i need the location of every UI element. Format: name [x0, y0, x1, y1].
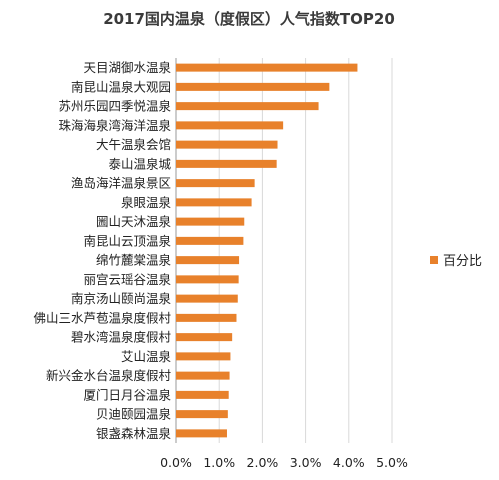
category-label: 天目湖御水温泉: [83, 60, 171, 75]
legend-swatch: [430, 256, 438, 264]
category-label: 绵竹麓棠温泉: [96, 253, 172, 268]
category-label: 珠海海泉湾海洋温泉: [58, 118, 171, 133]
category-label: 南昆山温泉大观园: [71, 79, 171, 94]
legend: 百分比: [430, 254, 482, 269]
category-label: 艾山温泉: [121, 349, 172, 364]
x-tick-label: 5.0%: [376, 455, 408, 470]
bar: [176, 198, 252, 207]
category-labels: 天目湖御水温泉南昆山温泉大观园苏州乐园四季悦温泉珠海海泉湾海洋温泉大午温泉会馆泰…: [33, 60, 171, 441]
category-label: 南京汤山颐尚温泉: [71, 291, 172, 306]
bar: [176, 275, 239, 284]
category-label: 银盏森林温泉: [96, 426, 172, 441]
category-label: 碧水湾温泉度假村: [71, 330, 172, 345]
category-label: 南昆山云顶温泉: [83, 233, 171, 248]
x-tick-label: 1.0%: [203, 455, 235, 470]
bar: [176, 140, 278, 149]
x-tick-label: 2.0%: [247, 455, 279, 470]
bar: [176, 371, 230, 380]
bar: [176, 82, 330, 91]
bar: [176, 333, 233, 342]
bar: [176, 294, 238, 303]
category-label: 大午温泉会馆: [96, 137, 171, 152]
category-label: 贝迪颐园温泉: [96, 407, 172, 422]
bar: [176, 217, 245, 226]
bar: [176, 236, 244, 245]
chart-title: 2017国内温泉（度假区）人气指数TOP20: [103, 10, 395, 28]
bar: [176, 63, 358, 72]
bar: [176, 121, 284, 130]
category-label: 厦门日月谷温泉: [83, 387, 171, 402]
x-tick-label: 3.0%: [290, 455, 322, 470]
bar: [176, 102, 319, 111]
bar: [176, 159, 277, 168]
category-label: 圌山天沐温泉: [96, 214, 172, 229]
bar: [176, 352, 231, 361]
category-label: 泉眼温泉: [121, 195, 172, 210]
x-tick-label: 0.0%: [160, 455, 192, 470]
category-label: 新兴金水台温泉度假村: [46, 368, 172, 383]
x-tick-label: 4.0%: [333, 455, 365, 470]
category-label: 泰山温泉城: [108, 156, 171, 171]
legend-label: 百分比: [443, 254, 482, 269]
bar: [176, 313, 237, 322]
x-tick-labels: 0.0% 1.0% 2.0% 3.0% 4.0% 5.0%: [160, 455, 408, 470]
bar: [176, 179, 255, 188]
category-label: 渔岛海洋温泉景区: [71, 176, 171, 191]
bars: [176, 63, 358, 438]
bar: [176, 410, 228, 419]
bar: [176, 429, 227, 438]
category-label: 丽宫云瑶谷温泉: [83, 272, 171, 287]
category-label: 苏州乐园四季悦温泉: [58, 99, 171, 114]
category-label: 佛山三水芦苞温泉度假村: [33, 310, 171, 325]
gridlines: [175, 58, 393, 443]
bar: [176, 390, 229, 399]
bar: [176, 256, 240, 265]
